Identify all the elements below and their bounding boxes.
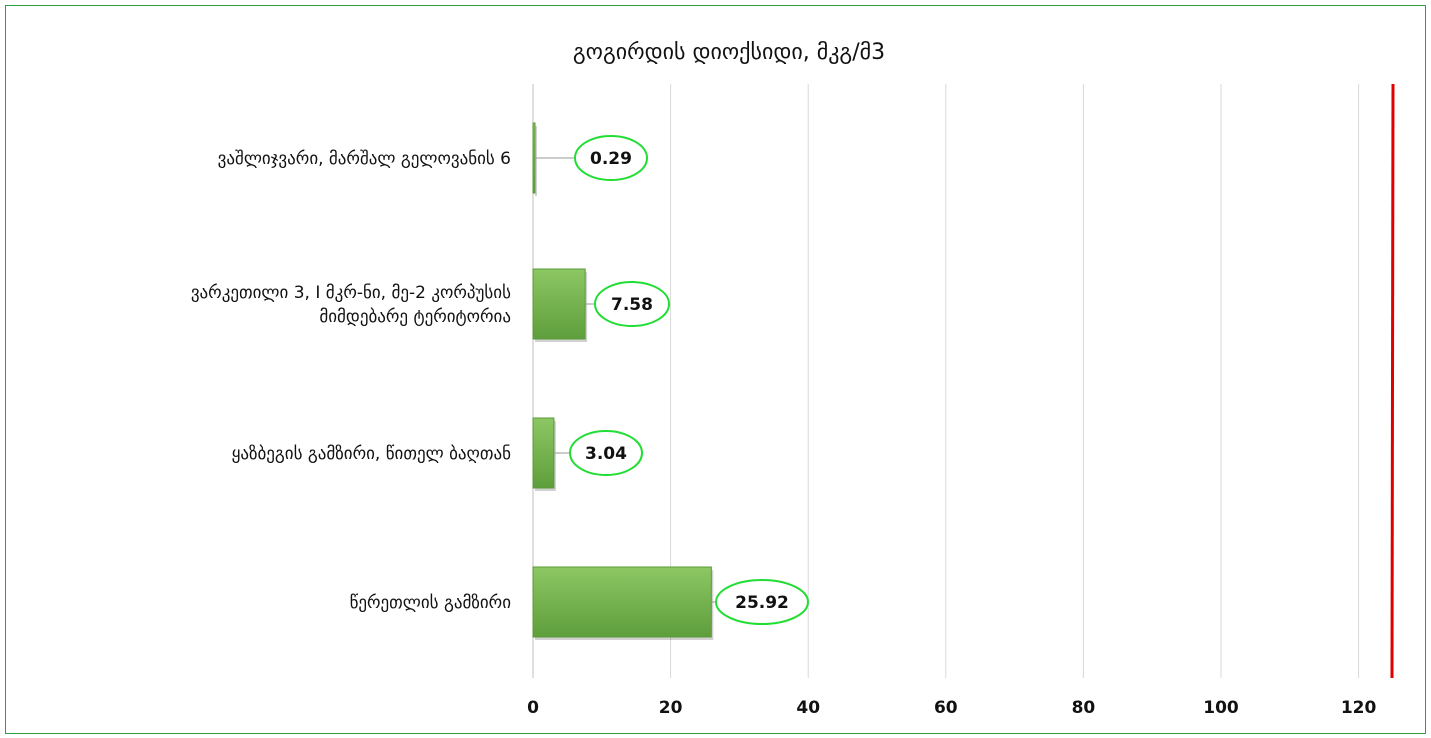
bar	[532, 417, 555, 489]
category-label: ვაშლიჯვარი, მარშალ გელოვანის 6	[218, 149, 511, 169]
bars	[532, 122, 714, 640]
data-label: 3.04	[585, 444, 627, 464]
category-label: ვარკეთილი 3, I მკრ-ნი, მე-2 კორპუსის	[191, 283, 511, 303]
x-axis-ticks: 0 20 40 60 80 100 120	[527, 698, 1376, 718]
reference-line-layer	[1390, 83, 1395, 679]
data-label-oval	[569, 430, 643, 476]
chart-title: გოგირდის დიოქსიდი, მკგ/მ3	[573, 40, 885, 65]
data-label-oval	[594, 281, 670, 327]
data-label-oval	[715, 579, 809, 625]
x-tick-label: 0	[527, 698, 539, 718]
x-tick-label: 60	[934, 698, 958, 718]
chart-area: გოგირდის დიოქსიდი, მკგ/მ3 ვაშლიჯვარი, მა…	[191, 40, 1395, 718]
bar	[532, 122, 536, 194]
bar	[532, 268, 586, 340]
data-label: 0.29	[590, 149, 632, 169]
category-label: მიმდებარე ტერიტორია	[319, 307, 511, 327]
bar	[532, 566, 712, 638]
category-labels: ვაშლიჯვარი, მარშალ გელოვანის 6 ვარკეთილი …	[191, 149, 511, 613]
data-label: 25.92	[735, 593, 789, 613]
x-tick-label: 100	[1203, 698, 1239, 718]
x-tick-label: 20	[659, 698, 683, 718]
x-tick-label: 120	[1341, 698, 1377, 718]
chart-frame: გოგირდის დიოქსიდი, მკგ/მ3 ვაშლიჯვარი, მა…	[5, 5, 1426, 734]
bar-shadow	[535, 126, 537, 196]
category-label: წერეთლის გამზირი	[350, 593, 511, 613]
x-tick-label: 40	[796, 698, 820, 718]
reference-line	[1390, 83, 1395, 679]
data-label: 7.58	[611, 295, 653, 315]
data-label-oval	[574, 135, 648, 181]
data-labels: 0.29 7.58 3.04 25.92	[535, 135, 809, 625]
x-tick-label: 80	[1072, 698, 1096, 718]
category-label: ყაზბეგის გამზირი, წითელ ბაღთან	[232, 444, 512, 464]
